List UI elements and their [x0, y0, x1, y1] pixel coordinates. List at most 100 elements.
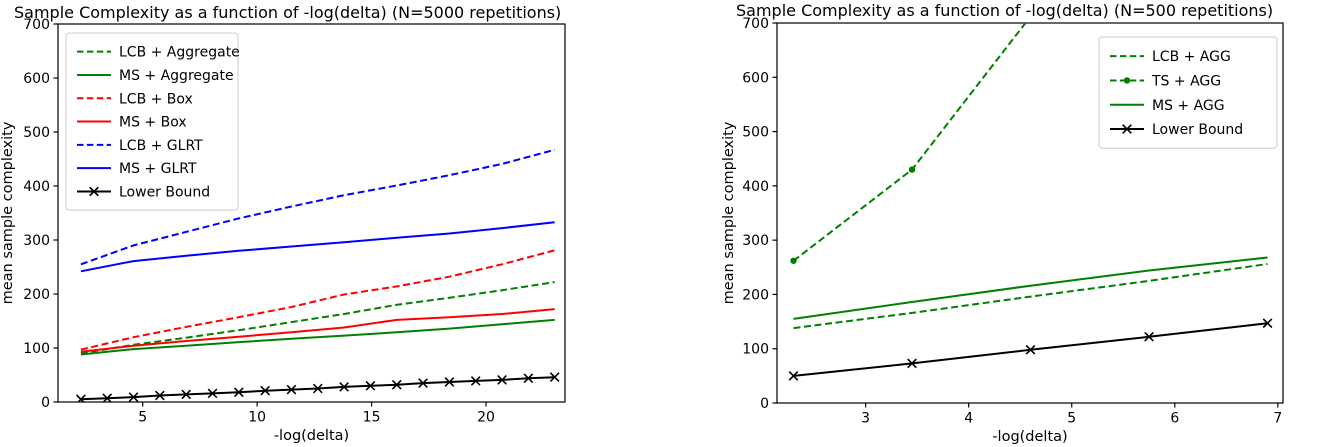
x-marker: [418, 378, 428, 388]
y-tick-label: 500: [742, 125, 769, 141]
legend-entry-ts-agg: TS + AGG: [1110, 73, 1221, 89]
legend-box: [65, 32, 239, 211]
y-tick-label: 100: [742, 342, 769, 358]
legend-entry-ms-agg: MS + AGG: [1110, 98, 1225, 114]
y-axis-label: mean sample complexity: [0, 121, 16, 304]
dot-marker: [1027, 13, 1033, 19]
y-tick-label: 200: [742, 287, 769, 303]
y-tick-label: 100: [23, 341, 50, 357]
x-marker: [102, 393, 113, 402]
y-tick-label: 400: [23, 179, 50, 195]
chart-0: 5 10 15 200100200300400500600700-log(delta)…: [0, 17, 566, 444]
legend: LCB + AGG TS + AGG MS + AGG Lower Bound: [1098, 36, 1278, 149]
series-line-lcb-aggregate: [80, 281, 555, 355]
x-axis-label: -log(delta): [992, 429, 1067, 445]
axes-border: [776, 22, 1284, 404]
x-marker: [444, 377, 455, 387]
x-marker: [907, 358, 917, 369]
y-tick-label: 300: [23, 233, 50, 249]
legend-entry-label: MS + Box: [119, 115, 187, 131]
series-line-ts-agg: [792, 23, 1027, 262]
x-marker: [207, 388, 218, 399]
y-tick-label: 400: [742, 179, 769, 195]
x-marker: [339, 382, 349, 392]
y-tick-label: 300: [742, 233, 769, 249]
x-marker: [181, 389, 192, 400]
x-tick-label: 7: [1273, 411, 1282, 427]
legend-entry-lcb-box: LCB + Box: [77, 91, 193, 107]
legend-entry-label: LCB + Box: [119, 91, 193, 107]
series-line-lcb-box: [80, 249, 555, 351]
legend-entry-label: Lower Bound: [1152, 122, 1243, 138]
series-markers-ts-agg: [790, 13, 1033, 264]
legend: LCB + Aggregate MS + Aggregate LCB + Box MS…: [65, 32, 240, 211]
x-marker: [1144, 331, 1154, 342]
legend-entry-lower-bound: Lower Bound: [77, 184, 210, 200]
legend-entry-lcb-glrt: LCB + GLRT: [77, 138, 203, 154]
x-marker: [260, 385, 271, 396]
legend-entry-ms-box: MS + Box: [77, 115, 187, 131]
x-marker: [549, 372, 560, 383]
dot-marker: [790, 257, 797, 264]
x-axis-label: -log(delta): [274, 428, 349, 444]
legend-entry-label: MS + AGG: [1152, 98, 1225, 114]
y-tick-label: 600: [742, 70, 769, 86]
legend-entry-ms-glrt: MS + GLRT: [77, 161, 197, 177]
series-group: [76, 148, 560, 402]
legend-box: [1098, 36, 1278, 149]
x-marker: [76, 394, 86, 402]
legend-entry-label: MS + Aggregate: [119, 68, 234, 84]
series-line-ms-aggregate: [80, 318, 555, 356]
legend-x-marker: [89, 186, 99, 197]
y-tick-label: 500: [23, 125, 50, 141]
x-marker: [128, 392, 139, 402]
x-tick-label: 5: [138, 410, 147, 426]
legend-entry-lcb-aggregate: LCB + Aggregate: [77, 45, 240, 61]
y-tick-label: 600: [23, 71, 50, 87]
legend-entry-ms-aggregate: MS + Aggregate: [77, 68, 234, 84]
dot-marker: [908, 166, 916, 173]
x-marker: [1025, 344, 1036, 355]
series-line-lcb-glrt: [80, 148, 555, 266]
legend-entry-label: MS + GLRT: [119, 161, 197, 177]
series-line-ms-box: [80, 308, 555, 353]
series-group: [788, 13, 1273, 381]
x-tick-label: 10: [248, 410, 266, 426]
x-marker: [497, 374, 507, 385]
x-marker: [391, 379, 402, 390]
series-line-lcb-agg: [793, 263, 1268, 330]
legend-entry-label: LCB + AGG: [1152, 49, 1231, 65]
x-tick-label: 15: [363, 410, 381, 426]
y-tick-label: 700: [23, 17, 50, 33]
left-chart-title: Sample Complexity as a function of -log(…: [14, 3, 562, 22]
y-tick-label: 700: [742, 16, 769, 32]
x-marker: [523, 373, 534, 384]
series-line-ms-agg: [793, 256, 1268, 320]
x-marker: [286, 384, 297, 395]
y-tick-label: 0: [41, 395, 50, 411]
x-marker: [365, 380, 376, 391]
x-tick-label: 4: [964, 411, 973, 427]
series-markers-lower-bound: [76, 372, 560, 402]
y-axis-label: mean sample complexity: [721, 121, 737, 304]
x-marker: [788, 370, 799, 381]
y-tick-label: 0: [760, 396, 769, 412]
x-marker: [233, 387, 244, 398]
x-marker: [312, 383, 323, 394]
x-tick-label: 5: [1067, 411, 1076, 427]
legend-entry-label: LCB + Aggregate: [119, 45, 240, 61]
legend-entry-label: TS + AGG: [1151, 73, 1221, 89]
x-marker: [470, 376, 481, 386]
right-chart-title: Sample Complexity as a function of -log(…: [736, 1, 1274, 20]
legend-entry-label: LCB + GLRT: [119, 138, 203, 154]
axes-border: [57, 23, 566, 403]
legend-dot-marker: [1123, 77, 1131, 84]
legend-entry-lcb-agg: LCB + AGG: [1110, 49, 1231, 65]
series-line-ms-glrt: [80, 221, 555, 273]
chart-1: 3 4 5 6 7 0 100 200 300 400 500 600 700 -log(delta) me…: [721, 13, 1284, 445]
legend-x-marker: [1122, 124, 1132, 134]
x-marker: [154, 390, 165, 401]
x-tick-label: 20: [477, 410, 495, 426]
